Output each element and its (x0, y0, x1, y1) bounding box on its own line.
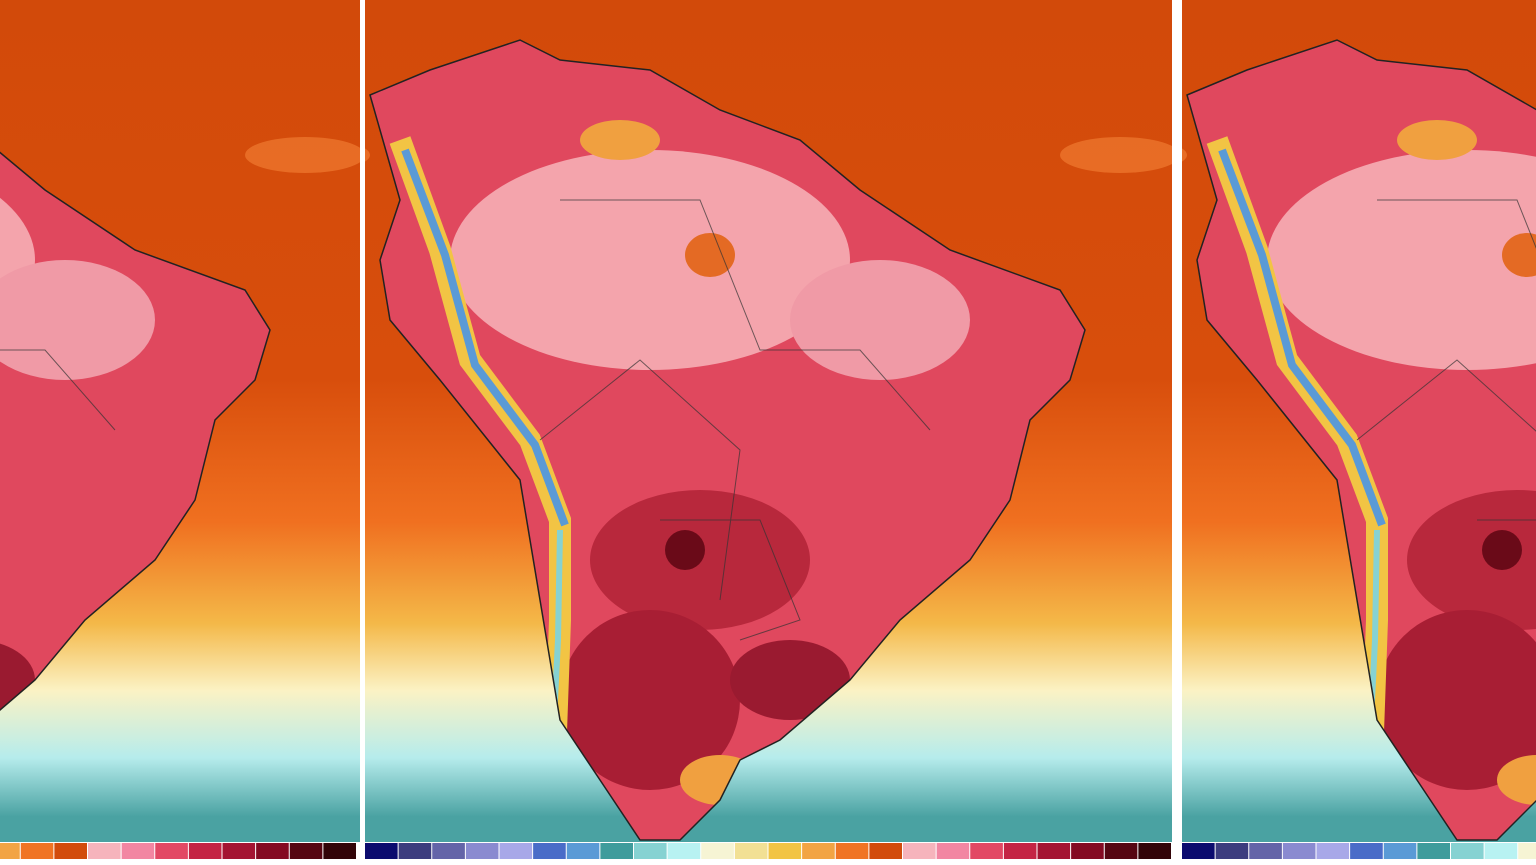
separator (1172, 0, 1182, 865)
separator (360, 0, 365, 865)
